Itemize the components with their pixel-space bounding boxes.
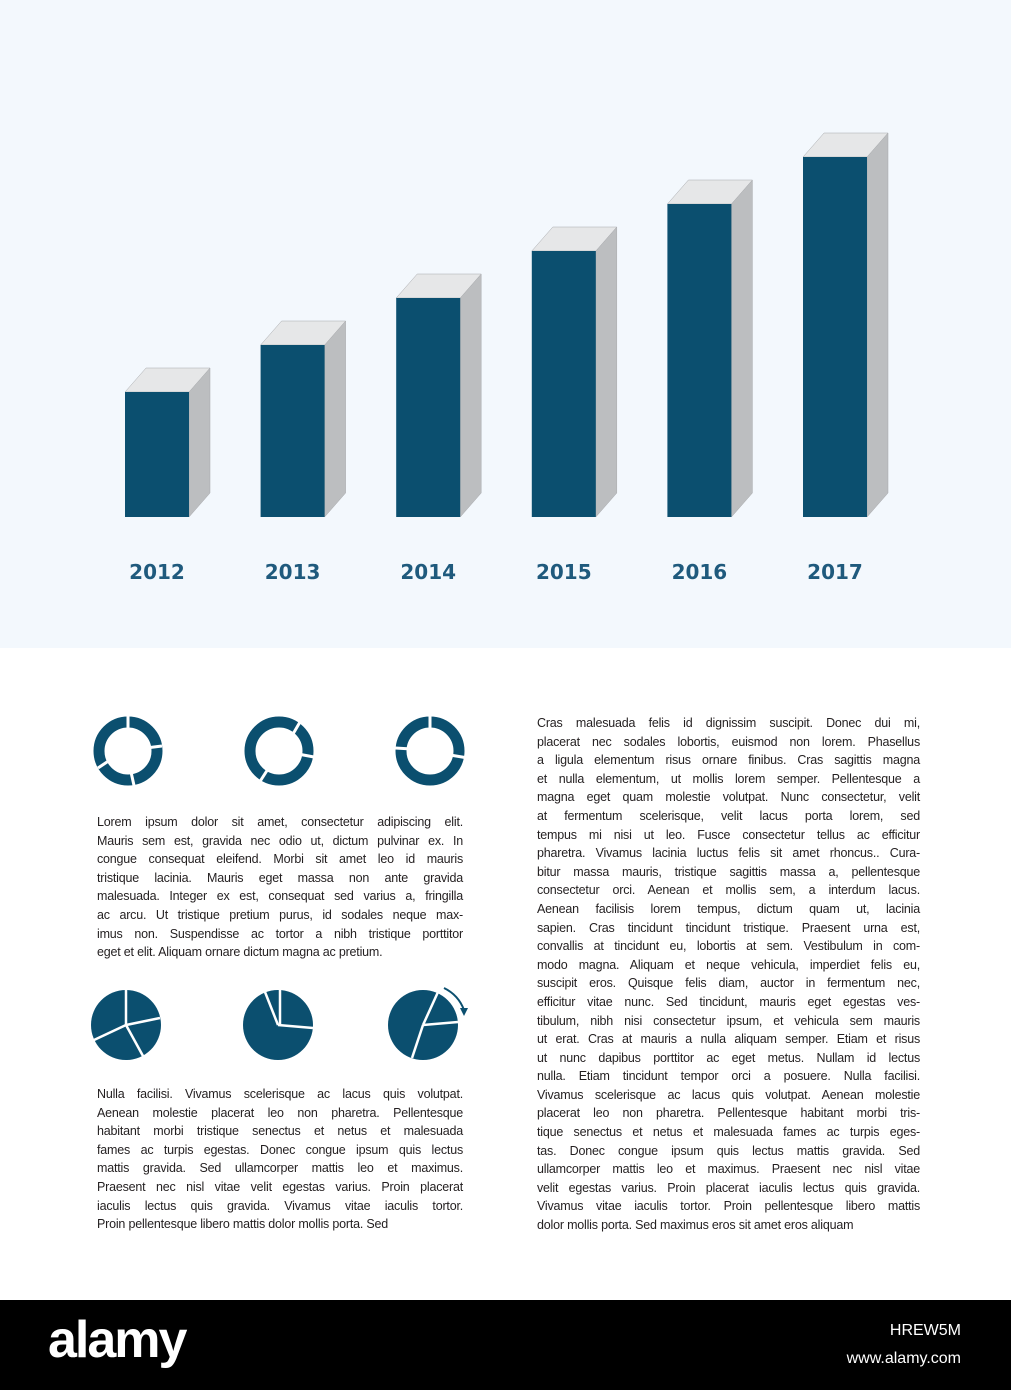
bar (125, 392, 189, 517)
text-line: consectetur orci. Aenean et mollis sem, … (537, 883, 920, 898)
text-line: Nulla facilisi. Vivamus scelerisque ac l… (97, 1087, 463, 1101)
text-line: et nulla elementum, ut mollis lorem semp… (537, 771, 920, 786)
bar-side (459, 273, 482, 518)
logo: alamy (48, 1311, 187, 1369)
x-tick-label: 2017 (807, 560, 863, 584)
text-line: Mauris sem est, gravida nec odio ut, dic… (97, 833, 463, 848)
text-line: efficitur vitae nunc. Sed tincidunt, mau… (537, 994, 920, 1009)
chart: 2012 2013 2014 2015 2016 2017 (0, 0, 1011, 1060)
text-line: mattis gravida. Sed ullamcorper mattis l… (97, 1161, 463, 1176)
text-line: tibulum, nibh nisi consectetur ipsum, et… (537, 1013, 920, 1028)
text-line: tristique lacinia. Mauris eget massa non… (97, 870, 463, 885)
x-tick-label: 2012 (129, 560, 185, 584)
text-line: Aenean facilisis lorem tempus, dictum qu… (537, 901, 920, 916)
text-line: iaculis lectus quis gravida. Vivamus vit… (97, 1198, 463, 1213)
bar-side (324, 320, 346, 518)
text-line: velit egestas varius. Proin placerat iac… (537, 1180, 920, 1195)
text-line: at fermentum scelerisque, velit lacus po… (537, 808, 920, 823)
donut-icon (93, 716, 163, 786)
text-line: imus non. Suspendisse ac tortor a nibh t… (97, 926, 463, 941)
text-line: malesuada. Integer ex est, consequat sed… (97, 889, 463, 904)
arrow-head (460, 1008, 468, 1016)
bar-side (595, 226, 618, 518)
text-line: ullamcorper mattis leo et maximus. Praes… (537, 1162, 920, 1177)
bar (667, 204, 732, 517)
text-line: fames ac turpis egestas. Donec congue ip… (97, 1142, 463, 1157)
text-line: tas. Donec congue ipsum quis lectus matt… (537, 1143, 920, 1158)
text-line: ac arcu. Ut tristique pretium purus, id … (97, 907, 463, 922)
paragraph: Lorem ipsum dolor sit amet, consectetur … (97, 813, 463, 962)
paragraph: Cras malesuada felis id dignissim suscip… (537, 714, 920, 1235)
image-id: HREW5M (889, 1322, 961, 1339)
text-line: habitant morbi tristique senectus et net… (97, 1124, 463, 1139)
text-line: nulla. Etiam tincidunt tempor orci a pos… (537, 1069, 920, 1084)
x-tick-label: 2015 (536, 560, 592, 584)
text-line: sapien. Cras tincidunt tincidunt tristiq… (537, 920, 920, 935)
text-line: Aenean molestie placerat leo non pharetr… (97, 1105, 463, 1120)
x-tick-label: 2014 (400, 560, 456, 584)
bar-side (731, 179, 753, 518)
text-line: convallis at tincidunt eu, lobortis at s… (537, 939, 920, 954)
bar (396, 298, 461, 517)
text-line: placerat nec sodales lobortis, euismod n… (537, 734, 920, 749)
text-line: ut nunc dapibus porttitor ac eget metus.… (537, 1050, 920, 1065)
text-line: congue consequat eleifend. Morbi sit ame… (97, 852, 463, 867)
text-line: a ligula elementum risus ornare finibus.… (537, 753, 920, 768)
text-line: magna eget quam molestie volutpat. Nunc … (537, 790, 920, 805)
text-line: modo magna. Aliquam et neque vehicula, i… (537, 957, 920, 972)
text-line: dolor mollis porta. Sed maximus eros sit… (537, 1218, 854, 1233)
text-line: suscipit eros. Quisque felis diam, aucto… (537, 976, 920, 991)
text-line: tique senectus et netus et malesuada fam… (537, 1125, 920, 1140)
text-line: Praesent nec nisl vitae velit egestas va… (97, 1179, 463, 1194)
bar-side (866, 132, 889, 518)
x-tick-label: 2013 (265, 560, 321, 584)
text-line: Vivamus vitae iaculis tortor. Proin pell… (537, 1199, 920, 1214)
bar (260, 345, 325, 517)
text-line: bitur massa mauris, tristique sagittis m… (537, 864, 920, 879)
donut-icon (244, 716, 314, 786)
bar (803, 157, 867, 517)
donut-icon (395, 716, 465, 786)
text-line: Proin pellentesque libero mattis dolor m… (97, 1217, 389, 1232)
bar-side (188, 367, 211, 518)
paragraph: Nulla facilisi. Vivamus scelerisque ac l… (97, 1085, 463, 1234)
text-line: placerat leo non pharetra. Pellentesque … (537, 1106, 920, 1121)
url: www.alamy.com (846, 1350, 961, 1367)
text-line: Lorem ipsum dolor sit amet, consectetur … (97, 815, 463, 829)
text-line: Vivamus scelerisque ac lacus quis volutp… (537, 1087, 920, 1102)
donut-icons (93, 712, 469, 791)
text-line: eget et elit. Aliquam ornare dictum magn… (97, 945, 383, 960)
text-line: pharetra. Vivamus lacinia luctus felis s… (537, 846, 920, 861)
pie-icons (91, 987, 468, 1060)
text-line: tempus mi nisi ut leo. Fusce consectetur… (537, 827, 920, 842)
x-tick-label: 2016 (672, 560, 728, 584)
text-line: Cras malesuada felis id dignissim suscip… (537, 716, 920, 730)
footer: alamy HREW5M www.alamy.com (0, 1300, 1011, 1390)
text-line: ut erat. Cras at mauris a nulla aliquam … (537, 1032, 920, 1047)
bar (531, 251, 596, 517)
